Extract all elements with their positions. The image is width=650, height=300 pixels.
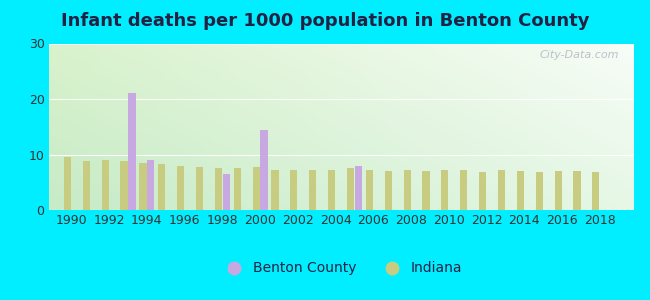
Text: Infant deaths per 1000 population in Benton County: Infant deaths per 1000 population in Ben… bbox=[60, 12, 590, 30]
Bar bbox=[460, 170, 467, 210]
Bar bbox=[158, 164, 165, 210]
Bar bbox=[366, 170, 373, 210]
Bar bbox=[64, 157, 71, 210]
Bar bbox=[404, 170, 411, 210]
Bar bbox=[177, 166, 184, 210]
Bar bbox=[328, 170, 335, 210]
Bar bbox=[83, 161, 90, 210]
Text: City-Data.com: City-Data.com bbox=[540, 50, 619, 60]
Bar bbox=[291, 170, 298, 210]
Legend: Benton County, Indiana: Benton County, Indiana bbox=[216, 257, 467, 280]
Bar bbox=[554, 171, 562, 210]
Bar bbox=[309, 170, 317, 210]
Bar bbox=[592, 172, 599, 210]
Bar bbox=[385, 171, 392, 210]
Bar bbox=[272, 170, 279, 210]
Bar bbox=[234, 168, 241, 210]
Bar bbox=[253, 167, 260, 210]
Bar bbox=[498, 170, 505, 210]
Bar bbox=[347, 168, 354, 210]
Bar bbox=[422, 171, 430, 210]
Bar bbox=[128, 93, 136, 210]
Bar bbox=[517, 171, 524, 210]
Bar bbox=[139, 163, 146, 210]
Bar bbox=[536, 172, 543, 210]
Bar bbox=[101, 160, 109, 210]
Bar bbox=[479, 172, 486, 210]
Bar bbox=[120, 161, 127, 210]
Bar bbox=[355, 166, 362, 210]
Bar bbox=[573, 171, 580, 210]
Bar bbox=[196, 167, 203, 210]
Bar bbox=[148, 160, 155, 210]
Bar bbox=[261, 130, 268, 210]
Bar bbox=[441, 170, 448, 210]
Bar bbox=[215, 168, 222, 210]
Bar bbox=[223, 174, 230, 210]
